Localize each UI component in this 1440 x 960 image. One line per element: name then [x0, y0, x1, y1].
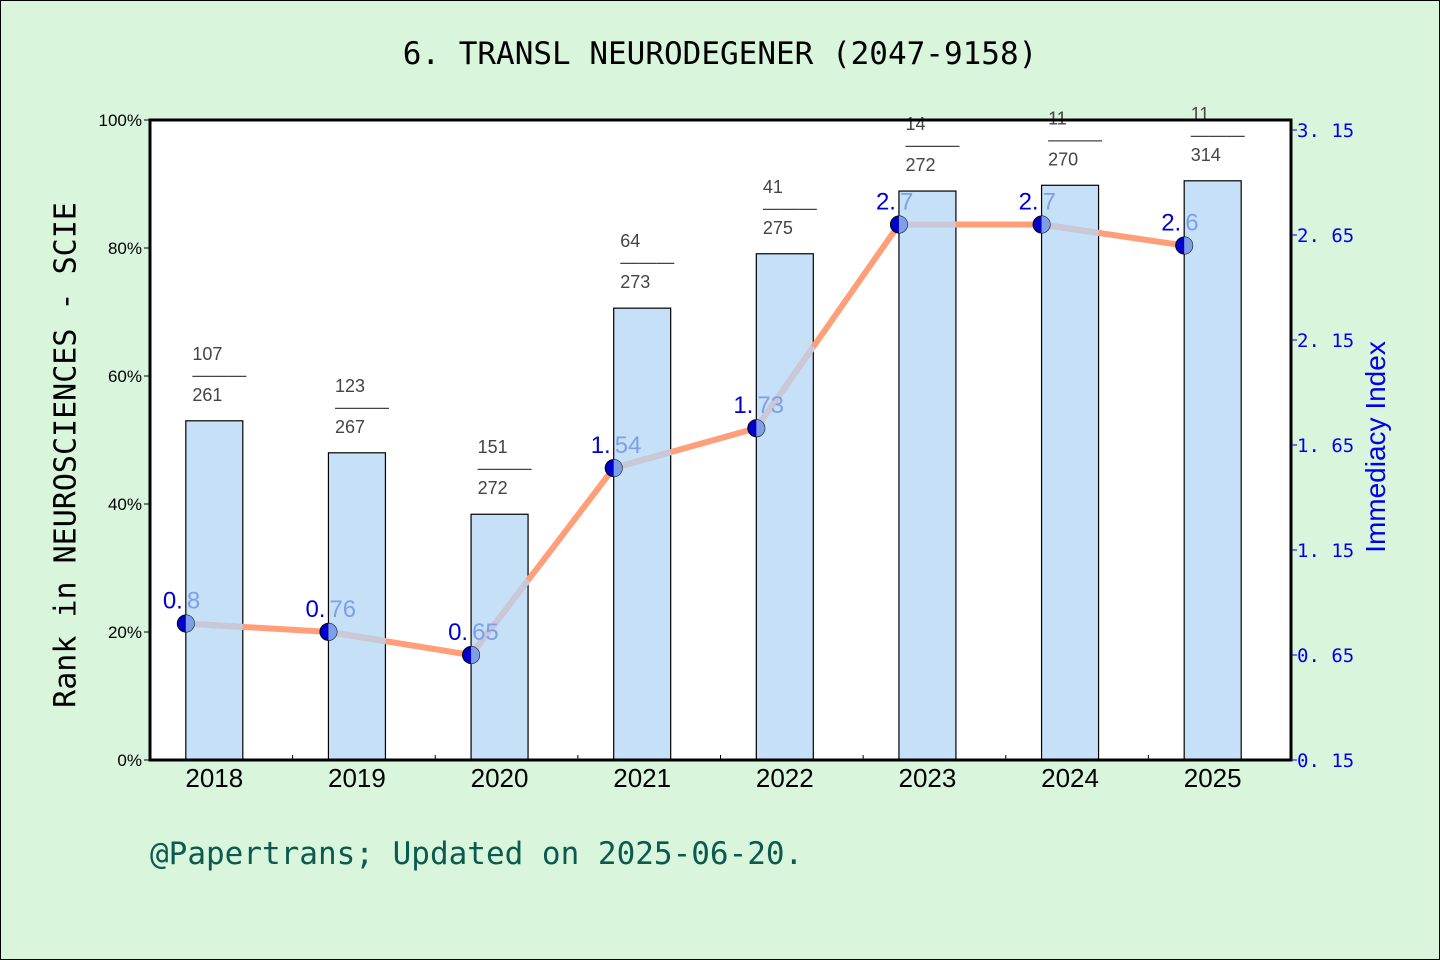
immediacy-value-frac: 65 — [472, 619, 499, 646]
rank-divider: ——— — [763, 198, 817, 218]
left-tick-label: 40% — [108, 495, 142, 514]
x-tick-label: 2019 — [328, 763, 386, 793]
rank-position-label: 64 — [620, 231, 640, 251]
immediacy-value-frac: 8 — [187, 588, 200, 615]
immediacy-value-int: 2. — [876, 189, 896, 216]
immediacy-value-frac: 73 — [757, 392, 784, 419]
immediacy-line-overlay — [327, 628, 386, 645]
immediacy-value-frac: 76 — [329, 596, 356, 623]
rank-position-label: 123 — [335, 376, 365, 396]
rank-divider: ——— — [192, 365, 246, 385]
x-tick-label: 2018 — [185, 763, 243, 793]
immediacy-value-int: 2. — [1019, 189, 1039, 216]
marker-half — [898, 216, 908, 233]
bar-2018 — [185, 420, 244, 761]
immediacy-value-int: 1. — [733, 392, 753, 419]
immediacy-value-frac: 6 — [1185, 210, 1198, 237]
immediacy-value-int: 0. — [448, 619, 468, 646]
x-tick-label: 2025 — [1184, 763, 1242, 793]
bar-2021 — [613, 307, 672, 761]
rank-position-label: 11 — [1048, 108, 1067, 128]
right-tick-label: 0. 65 — [1297, 645, 1354, 667]
bar-2025 — [1183, 180, 1242, 761]
rank-total-label: 275 — [763, 218, 793, 238]
left-tick-label: 0% — [117, 751, 142, 770]
marker-half — [471, 646, 480, 664]
immediacy-line-overlay — [468, 578, 531, 657]
immediacy-line-overlay — [185, 620, 243, 630]
immediacy-value-int: 0. — [163, 588, 183, 615]
rank-position-label: 14 — [905, 114, 925, 134]
right-tick-label: 3. 15 — [1297, 120, 1354, 142]
immediacy-line-overlay — [753, 345, 816, 430]
bar-2023 — [898, 190, 957, 761]
rank-divider: ——— — [335, 397, 389, 417]
right-tick-label: 2. 15 — [1297, 330, 1354, 352]
rank-position-label: 107 — [192, 344, 222, 364]
marker-half — [756, 419, 765, 437]
rank-position-label: 151 — [478, 437, 508, 457]
immediacy-value-int: 2. — [1161, 210, 1181, 237]
rank-position-label: 41 — [763, 177, 783, 197]
immediacy-line-overlay — [612, 449, 672, 471]
bar-2022 — [755, 253, 814, 761]
immediacy-value-int: 0. — [305, 596, 325, 623]
marker-half — [185, 615, 195, 632]
right-tick-label: 1. 65 — [1297, 435, 1354, 457]
footer-credit: @Papertrans; Updated on 2025-06-20. — [150, 836, 804, 872]
bar-2024 — [1040, 184, 1100, 761]
rank-total-label: 267 — [335, 417, 365, 437]
x-tick-label: 2022 — [756, 763, 814, 793]
marker-half — [1041, 216, 1051, 233]
immediacy-line-overlay — [1041, 221, 1099, 236]
rank-total-label: 314 — [1191, 145, 1221, 165]
right-tick-label: 2. 65 — [1297, 225, 1354, 247]
rank-divider: ——— — [1048, 129, 1102, 149]
right-tick-label: 0. 15 — [1297, 750, 1354, 772]
x-tick-label: 2024 — [1041, 763, 1099, 793]
chart-title: 6. TRANSL NEURODEGENER (2047-9158) — [402, 36, 1038, 72]
rank-total-label: 272 — [905, 155, 935, 175]
rank-total-label: 261 — [192, 385, 222, 405]
rank-total-label: 270 — [1048, 149, 1078, 169]
rank-divider: ——— — [620, 252, 674, 272]
bar-2020 — [470, 513, 529, 761]
rank-total-label: 273 — [620, 272, 650, 292]
marker-half — [1184, 237, 1193, 254]
marker-half — [613, 459, 623, 477]
bar-2019 — [327, 452, 387, 761]
left-tick-label: 20% — [108, 623, 142, 642]
left-tick-label: 80% — [108, 239, 142, 258]
marker-half — [328, 623, 337, 641]
x-tick-label: 2021 — [613, 763, 671, 793]
immediacy-value-frac: 7 — [1043, 189, 1056, 216]
left-tick-label: 60% — [108, 367, 142, 386]
right-tick-label: 1. 15 — [1297, 540, 1354, 562]
rank-divider: ——— — [905, 135, 959, 155]
immediacy-value-int: 1. — [591, 432, 611, 459]
rank-divider: ——— — [478, 458, 532, 478]
x-tick-label: 2020 — [471, 763, 529, 793]
rank-divider: ——— — [1191, 125, 1245, 145]
rank-total-label: 272 — [478, 478, 508, 498]
left-tick-label: 100% — [99, 111, 142, 130]
immediacy-value-frac: 7 — [900, 189, 913, 216]
x-tick-label: 2023 — [899, 763, 957, 793]
immediacy-value-frac: 54 — [615, 432, 642, 459]
